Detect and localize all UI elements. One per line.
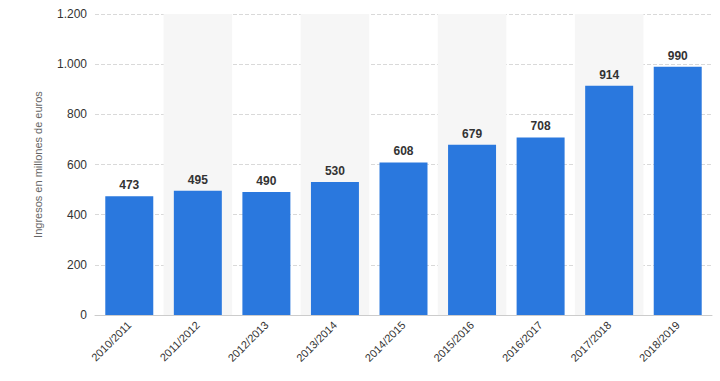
svg-text:473: 473 [119,178,139,192]
svg-text:490: 490 [256,174,276,188]
svg-text:2012/2013: 2012/2013 [225,319,270,364]
svg-text:914: 914 [599,68,619,82]
svg-text:495: 495 [188,173,208,187]
svg-text:200: 200 [67,258,87,272]
svg-text:2013/2014: 2013/2014 [294,319,339,364]
svg-text:530: 530 [325,164,345,178]
svg-text:2016/2017: 2016/2017 [500,319,545,364]
svg-text:Ingresos en millones de euros: Ingresos en millones de euros [32,91,44,238]
svg-text:2010/2011: 2010/2011 [89,319,134,364]
svg-text:2015/2016: 2015/2016 [431,319,476,364]
svg-text:990: 990 [668,49,688,63]
svg-text:800: 800 [67,107,87,121]
svg-text:708: 708 [531,119,551,133]
svg-text:0: 0 [80,308,87,322]
svg-text:2018/2019: 2018/2019 [637,319,682,364]
svg-text:2017/2018: 2017/2018 [568,319,613,364]
svg-text:679: 679 [462,127,482,141]
svg-text:608: 608 [393,144,413,158]
svg-text:1.200: 1.200 [57,7,87,21]
svg-text:400: 400 [67,208,87,222]
svg-text:2011/2012: 2011/2012 [157,319,202,364]
svg-text:600: 600 [67,158,87,172]
svg-text:1.000: 1.000 [57,57,87,71]
svg-text:2014/2015: 2014/2015 [363,319,408,364]
